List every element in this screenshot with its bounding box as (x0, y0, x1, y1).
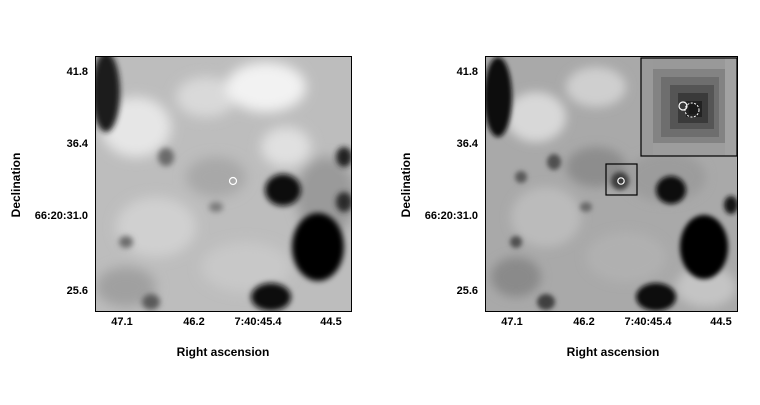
y-axis-label: Declination (399, 152, 413, 218)
x-tick: 7:40:45.4 (624, 316, 672, 328)
y-tick: 66:20:31.0 (34, 210, 88, 222)
y-tick: 41.8 (66, 66, 88, 78)
x-tick: 46.2 (573, 316, 595, 328)
right-sky-image (485, 56, 738, 312)
left-sky-image (95, 56, 352, 312)
x-tick: 44.5 (320, 316, 342, 328)
x-tick: 47.1 (501, 316, 523, 328)
x-axis-label: Right ascension (176, 345, 270, 359)
y-tick: 66:20:31.0 (424, 210, 478, 222)
y-tick: 36.4 (456, 138, 478, 150)
y-tick: 41.8 (456, 66, 478, 78)
left-panel: 41.8 36.4 66:20:31.0 25.6 47.1 46.2 7:40… (9, 56, 352, 359)
y-axis-label: Declination (9, 152, 23, 218)
x-tick: 7:40:45.4 (234, 316, 282, 328)
y-tick: 36.4 (66, 138, 88, 150)
y-tick: 25.6 (456, 285, 478, 297)
x-axis-label: Right ascension (566, 345, 660, 359)
y-tick: 25.6 (66, 285, 88, 297)
x-tick: 46.2 (183, 316, 205, 328)
x-tick: 44.5 (710, 316, 732, 328)
right-panel: 41.8 36.4 66:20:31.0 25.6 47.1 46.2 7:40… (390, 0, 760, 405)
x-tick: 47.1 (111, 316, 133, 328)
zoom-inset (640, 57, 737, 157)
